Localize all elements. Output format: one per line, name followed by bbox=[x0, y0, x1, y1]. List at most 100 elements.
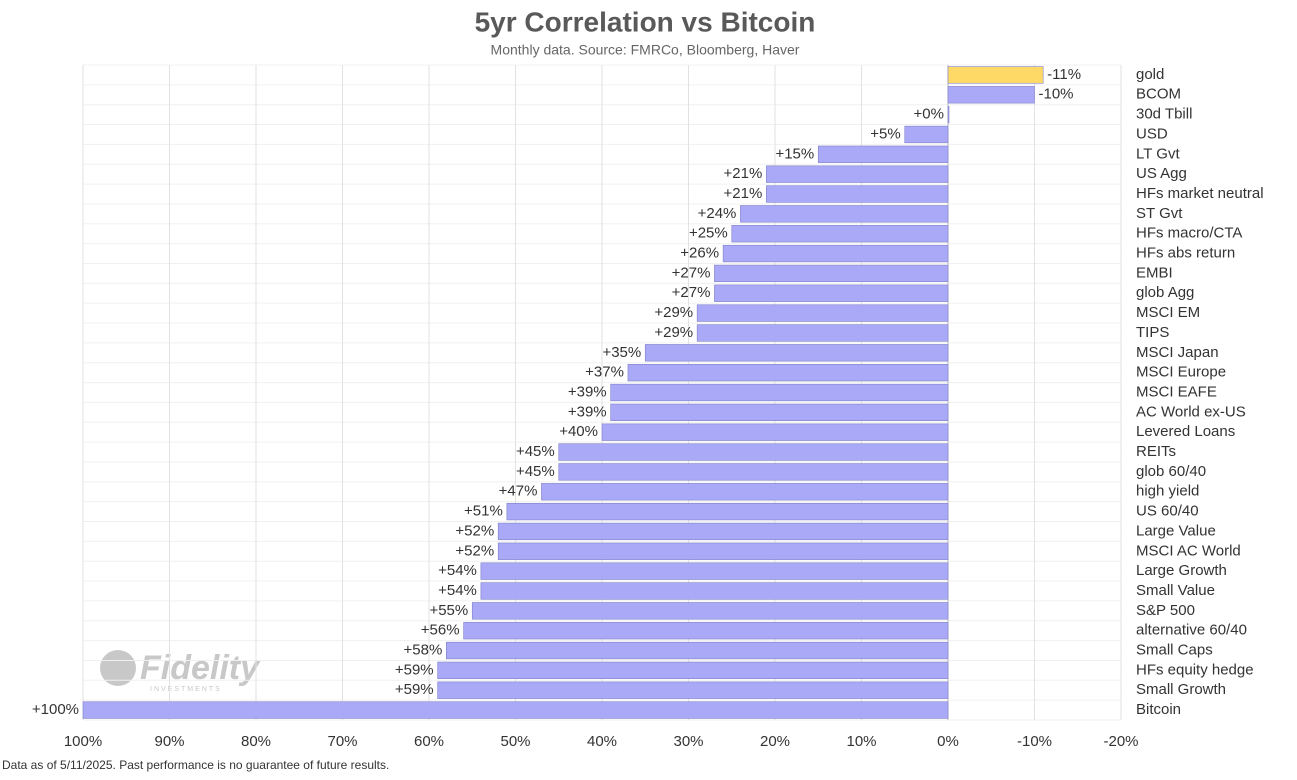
category-label: glob Agg bbox=[1136, 284, 1194, 301]
category-label: USD bbox=[1136, 125, 1168, 142]
bar bbox=[497, 522, 949, 541]
value-label: +52% bbox=[455, 542, 494, 559]
bar bbox=[731, 225, 949, 243]
bar bbox=[696, 304, 949, 322]
category-label: MSCI AC World bbox=[1136, 542, 1241, 559]
bar bbox=[627, 364, 949, 382]
bar bbox=[947, 86, 1035, 104]
value-label: +21% bbox=[724, 185, 763, 202]
bar bbox=[766, 165, 949, 183]
bar bbox=[766, 185, 949, 203]
category-label: HFs macro/CTA bbox=[1136, 225, 1242, 242]
category-label: MSCI EM bbox=[1136, 304, 1200, 321]
chart-subtitle: Monthly data. Source: FMRCo, Bloomberg, … bbox=[491, 42, 800, 58]
bar bbox=[817, 145, 949, 163]
logo-text: Fidelity bbox=[140, 649, 261, 687]
value-label: +26% bbox=[680, 245, 719, 262]
value-label: +47% bbox=[499, 483, 538, 500]
category-label: HFs market neutral bbox=[1136, 185, 1264, 202]
category-label: MSCI EAFE bbox=[1136, 383, 1217, 400]
chart-title: 5yr Correlation vs Bitcoin bbox=[475, 6, 816, 37]
bar bbox=[82, 701, 949, 719]
value-label: +24% bbox=[698, 205, 737, 222]
category-label: HFs equity hedge bbox=[1136, 661, 1254, 678]
bar bbox=[480, 582, 949, 600]
bar bbox=[558, 463, 949, 481]
category-label: Large Value bbox=[1136, 522, 1216, 539]
category-label: alternative 60/40 bbox=[1136, 622, 1247, 639]
bar bbox=[506, 502, 949, 521]
bar bbox=[904, 125, 949, 144]
x-tick-label: 0% bbox=[937, 733, 959, 750]
value-label: +45% bbox=[516, 443, 555, 460]
x-tick-label: 70% bbox=[327, 733, 357, 750]
bar bbox=[610, 383, 949, 402]
value-label: +27% bbox=[672, 284, 711, 301]
bar bbox=[437, 681, 949, 699]
logo-icon bbox=[100, 650, 136, 686]
category-label: TIPS bbox=[1136, 324, 1169, 341]
x-tick-label: 50% bbox=[500, 733, 530, 750]
category-label: S&P 500 bbox=[1136, 602, 1195, 619]
value-label: +29% bbox=[654, 324, 693, 341]
bar bbox=[471, 602, 949, 620]
value-label: +15% bbox=[775, 145, 814, 162]
value-label: +40% bbox=[559, 423, 598, 440]
bar bbox=[497, 542, 949, 560]
x-tick-label: 80% bbox=[241, 733, 271, 750]
bar bbox=[714, 264, 949, 283]
bar bbox=[722, 244, 949, 263]
bar bbox=[947, 105, 950, 124]
category-label: Levered Loans bbox=[1136, 423, 1235, 440]
x-tick-label: -20% bbox=[1103, 733, 1138, 750]
value-label: +45% bbox=[516, 463, 555, 480]
value-label: +59% bbox=[395, 661, 434, 678]
category-label: Bitcoin bbox=[1136, 701, 1181, 718]
value-label: +39% bbox=[568, 403, 607, 420]
x-tick-label: 90% bbox=[154, 733, 184, 750]
category-label: US Agg bbox=[1136, 165, 1187, 182]
value-label: +55% bbox=[429, 602, 468, 619]
value-label: +37% bbox=[585, 364, 624, 381]
value-label: +0% bbox=[914, 106, 944, 123]
bar bbox=[714, 284, 949, 302]
category-label: high yield bbox=[1136, 483, 1199, 500]
bar bbox=[610, 403, 949, 421]
footnote: Data as of 5/11/2025. Past performance i… bbox=[2, 758, 389, 772]
value-label: +29% bbox=[654, 304, 693, 321]
category-label: MSCI Europe bbox=[1136, 364, 1226, 381]
bar bbox=[445, 641, 949, 660]
x-tick-label: 100% bbox=[64, 733, 102, 750]
x-tick-label: 40% bbox=[587, 733, 617, 750]
category-label: US 60/40 bbox=[1136, 503, 1199, 520]
category-label: AC World ex-US bbox=[1136, 403, 1246, 420]
category-label: Small Growth bbox=[1136, 681, 1226, 698]
value-label: +59% bbox=[395, 681, 434, 698]
bar bbox=[601, 423, 949, 441]
category-label: glob 60/40 bbox=[1136, 463, 1206, 480]
value-label: +39% bbox=[568, 383, 607, 400]
category-label: Small Value bbox=[1136, 582, 1215, 599]
category-label: ST Gvt bbox=[1136, 205, 1183, 222]
category-label: MSCI Japan bbox=[1136, 344, 1219, 361]
category-label: Small Caps bbox=[1136, 641, 1213, 658]
x-tick-label: 30% bbox=[673, 733, 703, 750]
value-label: +35% bbox=[602, 344, 641, 361]
bar bbox=[463, 622, 949, 640]
x-tick-label: 60% bbox=[414, 733, 444, 750]
logo: Fidelity INVESTMENTS bbox=[100, 649, 261, 693]
logo-subtext: INVESTMENTS bbox=[150, 686, 222, 693]
value-label: -10% bbox=[1039, 86, 1074, 103]
bar bbox=[740, 205, 949, 223]
bar bbox=[437, 661, 949, 680]
value-label: -11% bbox=[1047, 66, 1081, 83]
value-label: +21% bbox=[724, 165, 763, 182]
category-label: 30d Tbill bbox=[1136, 106, 1192, 123]
category-label: HFs abs return bbox=[1136, 245, 1235, 262]
value-label: +56% bbox=[421, 622, 460, 639]
value-label: +100% bbox=[32, 701, 79, 718]
bar bbox=[558, 443, 949, 461]
value-label: +54% bbox=[438, 562, 477, 579]
category-label: gold bbox=[1136, 66, 1164, 83]
